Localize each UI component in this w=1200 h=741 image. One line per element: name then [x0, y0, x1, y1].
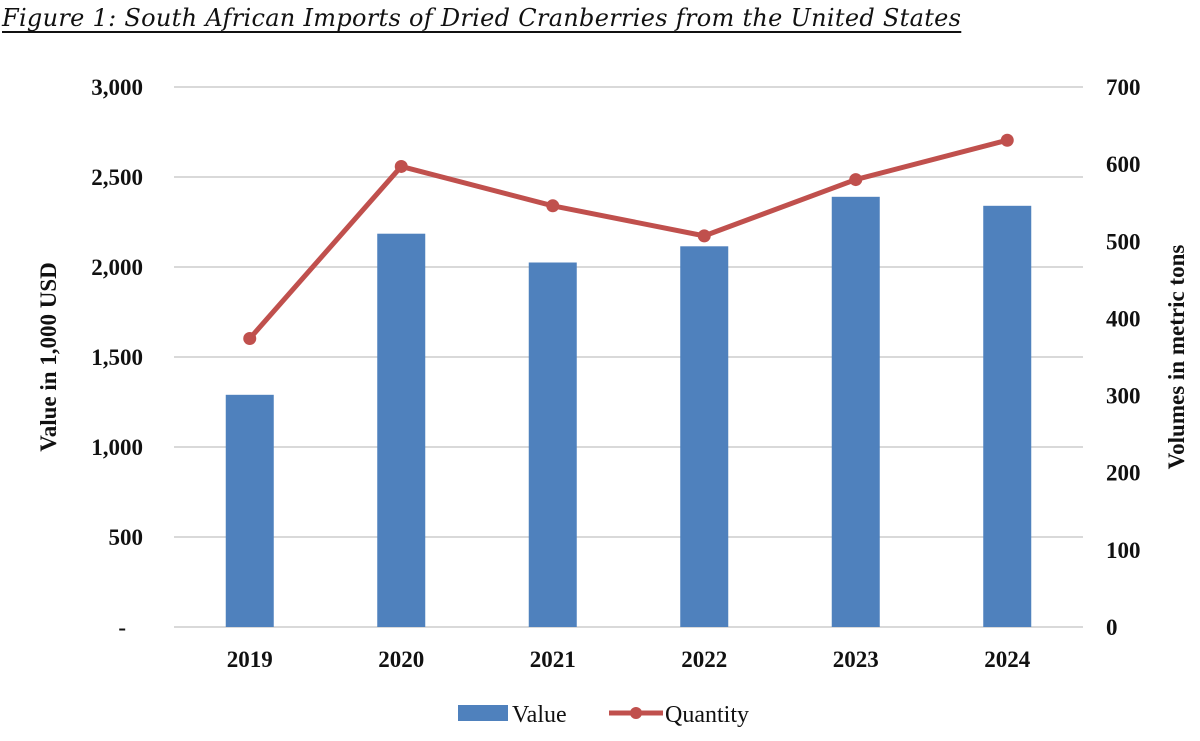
right-tick-label: 700 — [1106, 75, 1141, 100]
quantity-point-2024 — [1000, 133, 1014, 147]
right-axis-title: Volumes in metric tons — [1164, 245, 1189, 470]
gridlines — [174, 86, 1083, 628]
right-tick-label: 200 — [1106, 461, 1141, 486]
x-tick-label: 2021 — [530, 647, 576, 672]
bar-2021 — [528, 262, 577, 627]
quantity-point-2022 — [697, 229, 711, 243]
left-tick-label: 3,000 — [91, 75, 143, 100]
right-tick-label: 300 — [1106, 384, 1141, 409]
x-tick-label: 2023 — [833, 647, 879, 672]
quantity-point-2020 — [394, 159, 408, 173]
right-tick-label: 0 — [1106, 615, 1118, 640]
x-tick-label: 2024 — [984, 647, 1031, 672]
left-tick-label: 1,000 — [91, 435, 143, 460]
right-tick-label: 400 — [1106, 306, 1141, 331]
left-axis-title: Value in 1,000 USD — [36, 262, 61, 452]
bar-series-value — [225, 196, 1032, 628]
x-axis-ticks: 2019 2020 2021 2022 2023 2024 — [227, 647, 1031, 672]
bar-2022 — [680, 246, 729, 628]
legend-quantity-label: Quantity — [665, 702, 749, 728]
quantity-point-2021 — [546, 199, 560, 213]
left-tick-label: 2,000 — [91, 255, 143, 280]
right-tick-label: 500 — [1106, 229, 1141, 254]
legend-value-label: Value — [512, 702, 567, 728]
figure-title: Figure 1: South African Imports of Dried… — [2, 4, 962, 32]
bar-2020 — [377, 233, 426, 627]
legend-value-swatch — [458, 705, 508, 721]
left-tick-label: 500 — [109, 525, 144, 550]
right-axis-ticks: 0 100 200 300 400 500 600 700 — [1106, 75, 1141, 640]
bar-2023 — [831, 196, 880, 628]
quantity-line — [247, 137, 1008, 341]
quantity-point-2023 — [849, 173, 863, 187]
legend: Value Quantity — [458, 702, 749, 728]
bar-2019 — [225, 394, 274, 627]
legend-quantity-marker — [630, 707, 642, 719]
left-tick-label: 1,500 — [91, 345, 143, 370]
right-tick-label: 600 — [1106, 152, 1141, 177]
bar-2024 — [983, 205, 1032, 628]
left-axis-ticks: - 500 1,000 1,500 2,000 2,500 3,000 — [91, 75, 143, 640]
quantity-point-2019 — [243, 331, 257, 345]
x-tick-label: 2019 — [227, 647, 273, 672]
left-tick-label: - — [118, 615, 126, 640]
right-tick-label: 100 — [1106, 538, 1141, 563]
x-tick-label: 2022 — [681, 647, 727, 672]
left-tick-label: 2,500 — [91, 165, 143, 190]
x-tick-label: 2020 — [378, 647, 424, 672]
line-series-quantity — [243, 133, 1014, 345]
